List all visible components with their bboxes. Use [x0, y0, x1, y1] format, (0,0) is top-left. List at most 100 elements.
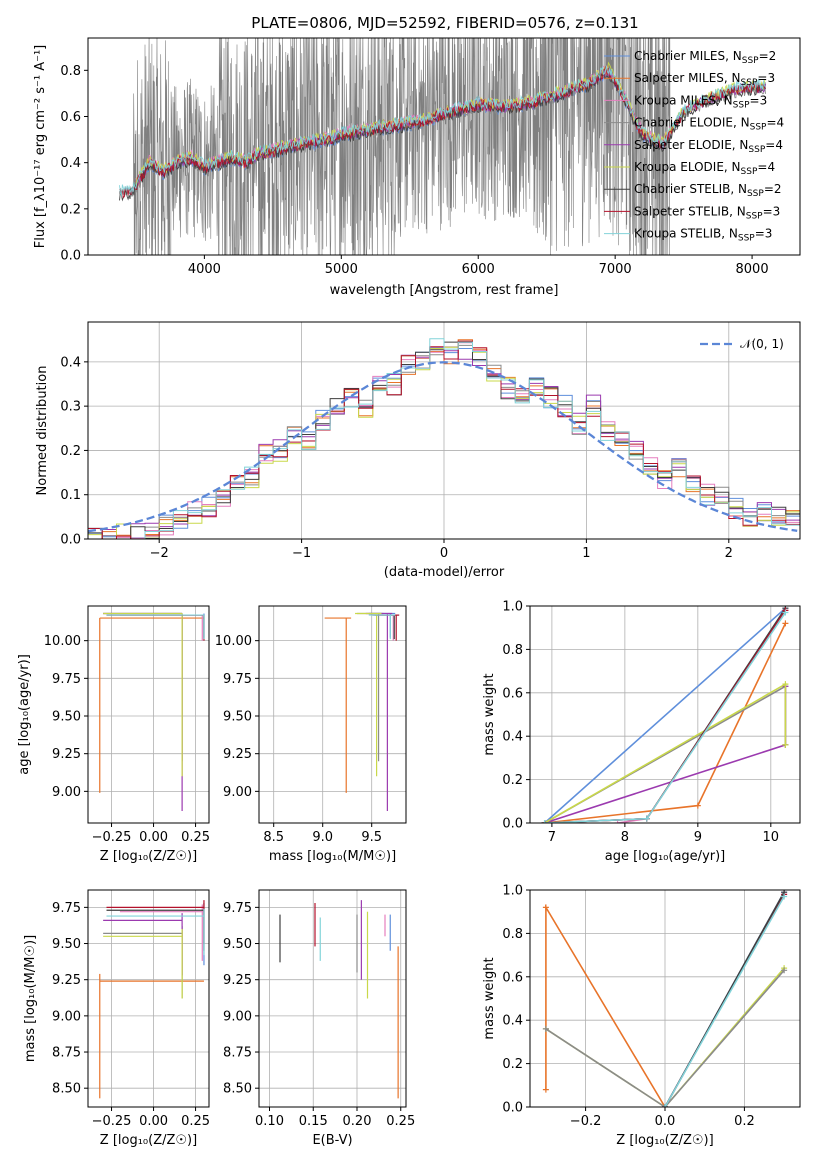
x-axis-label: wavelength [Angstrom, rest frame]	[330, 283, 559, 298]
y-tick-label: 9.25	[52, 747, 81, 762]
normal-distribution-curve	[88, 361, 798, 533]
weight-marker	[782, 741, 789, 748]
x-tick-label: −2	[150, 546, 169, 561]
wa-plot-area	[541, 606, 789, 823]
y-tick-label: 9.00	[52, 1009, 81, 1024]
x-axis-label: mass [log₁₀(M/M☉)]	[269, 849, 396, 864]
weight-line	[545, 904, 666, 1107]
y-tick-label: 8.50	[223, 1082, 252, 1097]
residuals-axes: −2 −1 0 1 2 0.0 0.1 0.2 0.3 0.4 (data-model)/error…	[35, 321, 801, 580]
y-tick-label: 9.50	[52, 710, 81, 725]
weight-marker	[542, 1025, 549, 1032]
agez-plot-area	[99, 612, 205, 811]
y-axis-label: mass weight	[482, 957, 497, 1039]
y-tick-label: 0.8	[60, 64, 81, 79]
x-tick-label: 9	[694, 830, 702, 845]
y-tick-label: 0.0	[60, 533, 81, 548]
y-tick-label: 0.0	[502, 817, 523, 832]
axes-frame	[87, 605, 210, 824]
spectrum-axes: 4000 5000 6000 7000 8000 0.0 0.2 0.4 0.6 0.8 wavel…	[33, 37, 801, 298]
age-vs-mass-axes: 8.5 9.0 9.5 9.00 9.25 9.50 9.75 10.00 mass [log₁…	[215, 605, 407, 864]
x-tick-label: −0.25	[92, 1114, 132, 1129]
y-tick-label: 0.0	[502, 1101, 523, 1116]
legend-entry: Kroupa ELODIE, NSSP=4	[634, 160, 775, 177]
x-axis-label: Z [log₁₀(Z/Z☉)]	[616, 1133, 713, 1148]
y-tick-label: 9.75	[52, 672, 81, 687]
x-tick-label: 7000	[599, 262, 632, 277]
y-tick-label: 0.6	[60, 110, 81, 125]
y-tick-label: 0.2	[502, 773, 523, 788]
legend-entry: Salpeter MILES, NSSP=3	[634, 71, 775, 88]
y-tick-label: 0.6	[502, 686, 523, 701]
x-tick-label: 6000	[462, 262, 495, 277]
weight-marker	[694, 802, 701, 809]
y-tick-label: 9.50	[52, 937, 81, 952]
legend-entry: 𝒩(0, 1)	[740, 337, 784, 351]
x-tick-label: 0.20	[343, 1114, 372, 1129]
x-tick-label: 0.00	[139, 830, 168, 845]
me-plot-area	[279, 900, 399, 1099]
agem-plot-area	[324, 612, 400, 811]
legend-entry: Kroupa STELIB, NSSP=3	[634, 227, 772, 244]
chart-layer: 4000 5000 6000 7000 8000 0.0 0.2 0.4 0.6 0.8 wavel…	[17, 37, 801, 1148]
weight-marker	[782, 609, 789, 616]
y-tick-label: 9.75	[52, 901, 81, 916]
x-tick-label: 0.0	[655, 1114, 676, 1129]
y-tick-label: 10.00	[215, 634, 252, 649]
axes-frame	[258, 605, 407, 824]
x-tick-label: 0.10	[255, 1114, 284, 1129]
legend-entry: Kroupa MILES, NSSP=3	[634, 93, 767, 110]
x-tick-label: 9.0	[312, 830, 333, 845]
y-tick-label: 8.75	[223, 1046, 252, 1061]
x-tick-label: 5000	[325, 262, 358, 277]
y-tick-label: 9.25	[223, 747, 252, 762]
weight-marker	[541, 820, 548, 823]
x-tick-label: 0.25	[386, 1114, 415, 1129]
y-tick-label: 9.25	[223, 973, 252, 988]
mz-plot-area	[99, 900, 205, 1099]
x-tick-label: 8	[621, 830, 629, 845]
model-spectrum-kroupa-stelib	[119, 65, 766, 198]
weight-marker	[781, 893, 788, 900]
x-axis-label: (data-model)/error	[384, 565, 505, 580]
y-tick-label: 9.50	[223, 937, 252, 952]
y-tick-label: 9.00	[223, 1009, 252, 1024]
x-tick-label: 0	[440, 546, 448, 561]
x-tick-label: 0.25	[181, 1114, 210, 1129]
weight-marker	[542, 904, 549, 911]
x-tick-label: −0.25	[92, 830, 132, 845]
y-tick-label: 9.75	[223, 901, 252, 916]
y-tick-label: 0.4	[60, 355, 81, 370]
weight-line	[544, 682, 787, 823]
x-tick-label: −0.2	[570, 1114, 602, 1129]
legend-entry: Salpeter STELIB, NSSP=3	[634, 204, 780, 221]
y-tick-label: 0.2	[60, 202, 81, 217]
x-tick-label: 4000	[188, 262, 221, 277]
weight-marker	[614, 820, 621, 823]
weight-line	[545, 969, 785, 1107]
y-tick-label: 1.0	[502, 600, 523, 615]
x-axis-label: Z [log₁₀(Z/Z☉)]	[100, 849, 197, 864]
x-tick-label: 7	[548, 830, 556, 845]
residuals-plot-area	[88, 338, 800, 539]
y-tick-label: 9.25	[52, 973, 81, 988]
weight-marker	[662, 1104, 668, 1107]
weight-line	[544, 623, 787, 823]
y-tick-label: 0.4	[60, 156, 81, 171]
legend-entry: Salpeter ELODIE, NSSP=4	[634, 138, 783, 155]
weight-marker	[782, 681, 789, 688]
x-axis-label: Z [log₁₀(Z/Z☉)]	[100, 1133, 197, 1148]
y-tick-label: 8.50	[52, 1082, 81, 1097]
y-tick-label: 1.0	[502, 884, 523, 899]
y-tick-label: 0.6	[502, 970, 523, 985]
y-axis-label: Flux [f_λ10⁻¹⁷ erg cm⁻² s⁻¹ A⁻¹]	[33, 45, 48, 249]
weight-marker	[781, 967, 788, 974]
x-tick-label: 0.25	[181, 830, 210, 845]
weight-vs-age-axes: 7 8 9 10 0.0 0.2 0.4 0.6 0.8 1.0 age [log₁₀(age/yr…	[482, 600, 801, 864]
histogram-kroupa-stelib	[88, 338, 800, 539]
x-tick-label: 0.15	[299, 1114, 328, 1129]
mass-vs-z-axes: −0.25 0.00 0.25 8.50 8.75 9.00 9.25 9.50 9.75 Z […	[23, 889, 210, 1148]
axes-frame	[87, 37, 801, 256]
y-tick-label: 0.1	[60, 488, 81, 503]
